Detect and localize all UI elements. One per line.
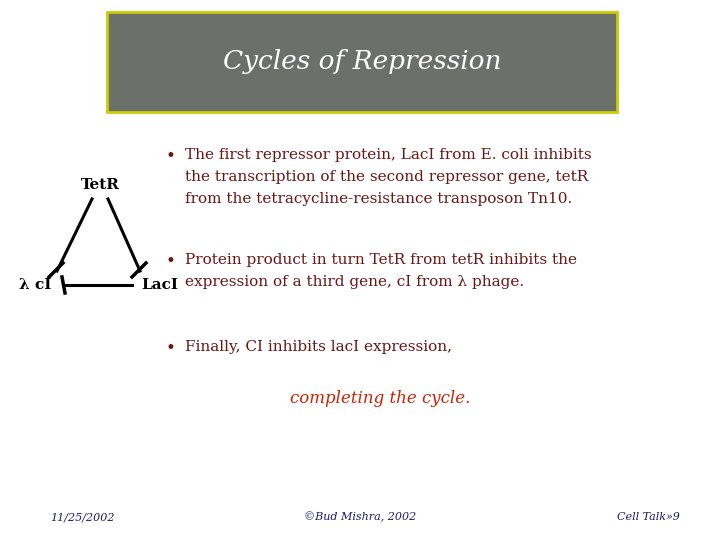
Text: •: •: [165, 340, 175, 357]
Text: The first repressor protein, LacI from E. coli inhibits: The first repressor protein, LacI from E…: [185, 148, 592, 162]
Text: Protein product in turn TetR from tetR inhibits the: Protein product in turn TetR from tetR i…: [185, 253, 577, 267]
Text: LacI: LacI: [142, 278, 179, 292]
Text: the transcription of the second repressor gene, tetR: the transcription of the second represso…: [185, 170, 588, 184]
Text: λ cI: λ cI: [19, 278, 51, 292]
Text: completing the cycle.: completing the cycle.: [290, 390, 470, 407]
Text: •: •: [165, 148, 175, 165]
Text: Cell Talk»9: Cell Talk»9: [617, 512, 680, 522]
Text: Finally, CI inhibits lacI expression,: Finally, CI inhibits lacI expression,: [185, 340, 452, 354]
Bar: [107, 12, 617, 112]
Text: 11/25/2002: 11/25/2002: [50, 512, 114, 522]
Text: •: •: [165, 253, 175, 270]
Text: TetR: TetR: [81, 178, 120, 192]
Text: Cycles of Repression: Cycles of Repression: [222, 50, 501, 75]
Text: ©Bud Mishra, 2002: ©Bud Mishra, 2002: [304, 511, 416, 522]
Text: expression of a third gene, cI from λ phage.: expression of a third gene, cI from λ ph…: [185, 275, 524, 289]
Text: from the tetracycline-resistance transposon Tn10.: from the tetracycline-resistance transpo…: [185, 192, 572, 206]
Bar: [107, 12, 617, 112]
